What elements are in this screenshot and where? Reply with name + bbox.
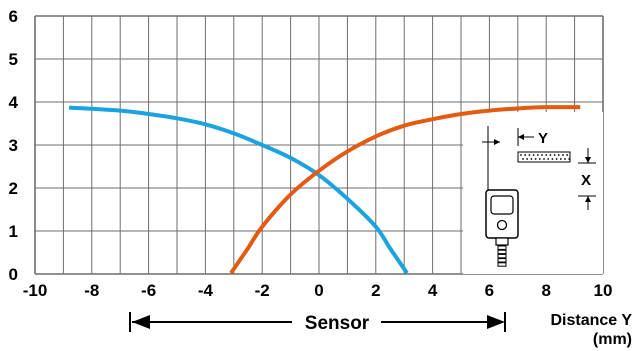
sensor-arrow-left-head [132, 315, 150, 329]
sensor-connector [495, 237, 509, 246]
y-dim-arrowhead [518, 134, 524, 140]
sensor-diagram: Y X [463, 112, 603, 274]
x-tick-label: 8 [541, 281, 550, 300]
x-dim-arrowhead-top [585, 157, 591, 163]
x-tick-label: -8 [84, 281, 99, 300]
x-dim-arrowhead-bottom [585, 196, 591, 202]
series-line-2 [229, 105, 581, 275]
sensor-label: Sensor [305, 313, 370, 334]
inset-x-label: X [581, 172, 591, 189]
x-tick-label: 0 [314, 281, 323, 300]
x-tick-label: -4 [198, 281, 214, 300]
x-tick-label: 2 [371, 281, 380, 300]
series-line-1 [68, 105, 409, 275]
x-tick-label: 6 [485, 281, 494, 300]
y-tick-label: 1 [9, 222, 18, 241]
x-axis-label-line2: (mm) [593, 331, 632, 348]
target-plate [517, 151, 571, 163]
x-tick-label: 10 [594, 281, 613, 300]
sensor-ref-arrowhead [494, 139, 500, 145]
curves [68, 105, 581, 275]
x-axis-label-line1: Distance Y [550, 312, 632, 329]
y-tick-label: 4 [9, 93, 19, 112]
y-tick-label: 5 [9, 50, 18, 69]
sensor-indicator-icon [496, 219, 508, 231]
y-tick-label: 3 [9, 136, 18, 155]
x-tick-label: 4 [428, 281, 438, 300]
y-tick-label: 2 [9, 179, 18, 198]
x-tick-label: -6 [141, 281, 156, 300]
sensor-arrow-right-head [487, 315, 505, 329]
sensor-face [490, 195, 514, 215]
inset-y-label: Y [538, 130, 548, 147]
sensor-cable [497, 245, 507, 267]
y-tick-label: 0 [9, 265, 18, 284]
y-tick-label: 6 [9, 7, 18, 26]
x-tick-label: -2 [255, 281, 270, 300]
axis-ticks: -10 -8 -6 -4 -2 0 2 4 6 8 10 0 1 2 3 4 5 6 [9, 7, 613, 300]
x-tick-label: -10 [23, 281, 48, 300]
